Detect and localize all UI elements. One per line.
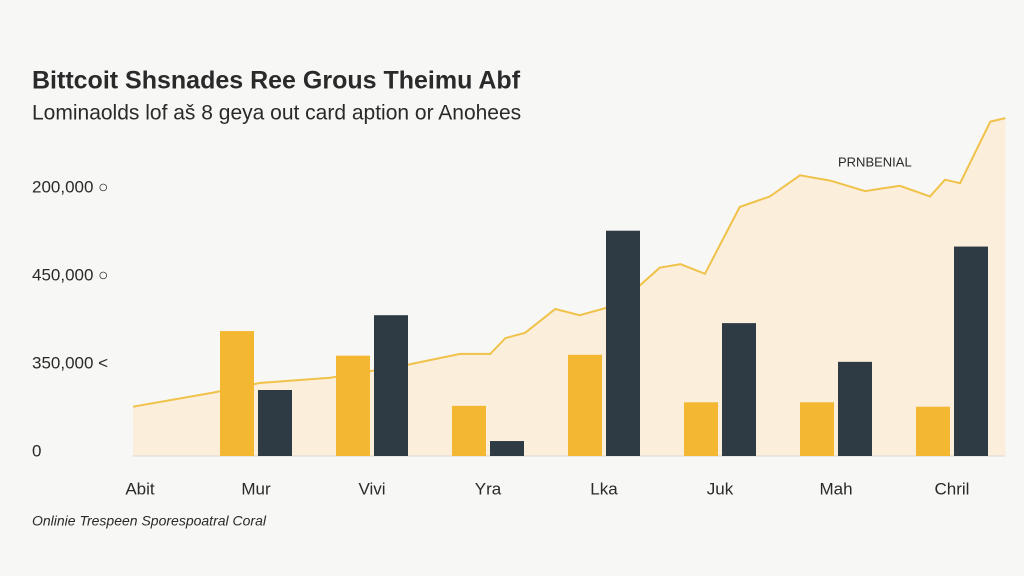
bar (374, 315, 408, 456)
bar (452, 405, 486, 456)
chart-subtitle: Lominaolds lof aš 8 geya out card aption… (32, 102, 521, 125)
x-tick-label: Juk (707, 479, 734, 498)
bar (258, 390, 292, 456)
x-tick-label: Yra (475, 479, 502, 498)
y-axis-label: 350,000 < (32, 353, 108, 372)
x-tick-label: Mah (819, 479, 852, 498)
footer: Onlinie Trespeen Sporespoatral Coral (32, 513, 267, 529)
y-axis-label: 0 (32, 441, 41, 460)
x-tick-label: Lka (590, 479, 618, 498)
annotation: PRNBENIAL (838, 154, 912, 169)
bar (490, 441, 524, 456)
bar (722, 323, 756, 456)
bar (954, 246, 988, 456)
x-tick-label: Mur (241, 479, 271, 498)
y-axis-label: 200,000 ○ (32, 177, 108, 196)
x-tick-label: Abit (125, 479, 155, 498)
bar (336, 355, 370, 456)
bar (800, 402, 834, 456)
bar (568, 354, 602, 456)
x-tick-label: Vivi (358, 479, 385, 498)
x-tick-label: Chril (935, 479, 970, 498)
bar (220, 331, 254, 456)
chart-title: Bittcoit Shsnades Ree Grous Theimu Abf (32, 67, 521, 95)
line (132, 117, 1006, 408)
bar (606, 230, 640, 456)
area (133, 118, 1006, 456)
bar (916, 406, 950, 456)
y-axis-label: 450,000 ○ (32, 265, 108, 284)
bar (684, 402, 718, 456)
bar (838, 361, 872, 456)
